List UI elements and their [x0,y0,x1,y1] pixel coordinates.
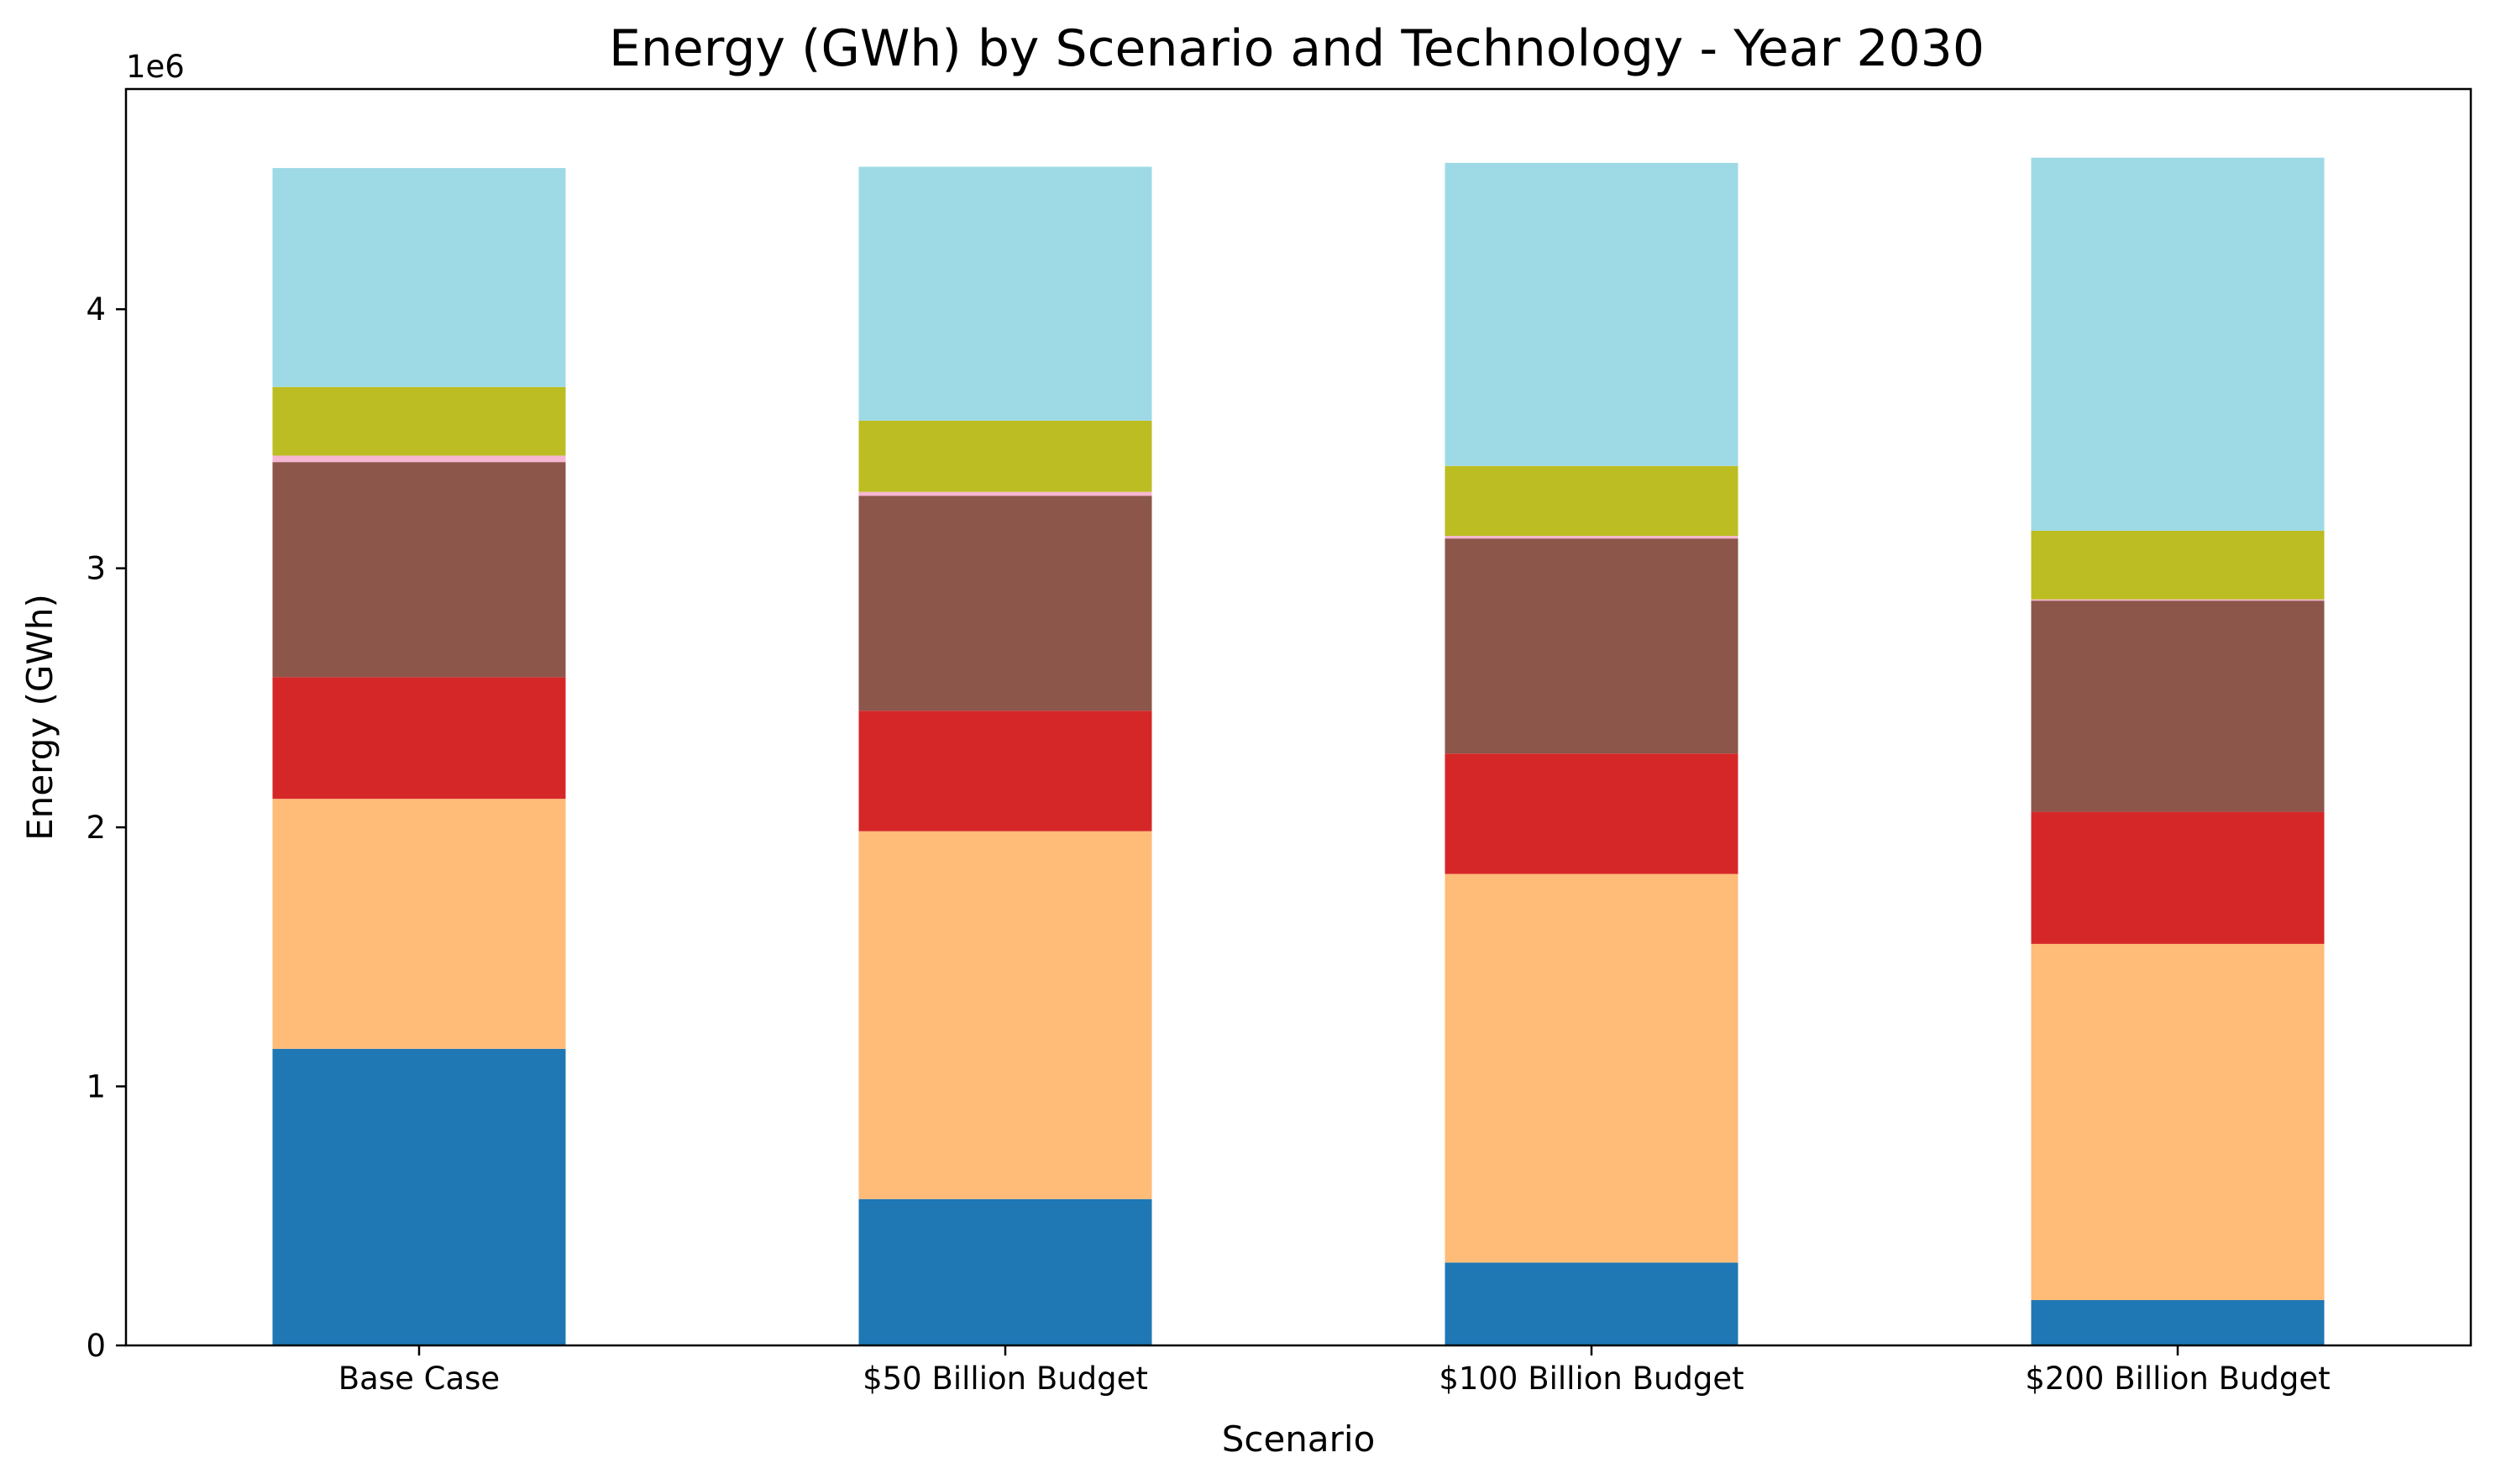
y-tick-label: 4 [86,291,106,328]
bar-segment-4-4 [2031,600,2325,812]
bar-segment-1-4 [272,462,566,678]
bar-segment-1-2 [272,799,566,1049]
chart-title: Energy (GWh) by Scenario and Technology … [609,19,1985,78]
y-axis-label: Energy (GWh) [19,594,60,841]
bar-segment-1-5 [272,455,566,463]
x-tick-label: $200 Billion Budget [2025,1361,2330,1397]
bar-segment-4-6 [2031,530,2325,600]
y-tick-label: 2 [86,810,106,846]
bar-segment-2-6 [858,420,1152,492]
bar-segment-4-7 [2031,157,2325,531]
bar-segment-1-7 [272,168,566,387]
bar-segment-1-3 [272,677,566,800]
bars-layer [272,157,2325,1345]
bar-segment-3-1 [1445,1262,1738,1345]
bar-segment-4-1 [2031,1300,2325,1345]
bar-segment-4-2 [2031,943,2325,1301]
x-tick-label: $100 Billion Budget [1439,1361,1744,1397]
bar-segment-3-4 [1445,538,1738,754]
y-tick-label: 3 [86,551,106,587]
bar-segment-3-3 [1445,753,1738,874]
bar-segment-3-2 [1445,873,1738,1263]
plot-frame [124,87,2472,1347]
bar-segment-2-3 [858,711,1152,831]
bar-segment-1-6 [272,386,566,456]
bar-segment-3-5 [1445,536,1738,539]
x-tick-label: Base Case [338,1361,500,1397]
x-axis-label: Scenario [1222,1418,1376,1460]
bar-segment-1-1 [272,1048,566,1345]
ticks-layer: Base Case $50 Billion Budget $100 Billion … [86,291,2330,1397]
bar-segment-2-1 [858,1198,1152,1345]
bar-segment-2-2 [858,831,1152,1199]
bar-segment-2-4 [858,496,1152,711]
bar-segment-4-3 [2031,811,2325,944]
y-tick-label: 1 [86,1069,106,1105]
y-axis-offset-label: 1e6 [126,49,185,85]
bar-segment-3-6 [1445,465,1738,537]
bar-segment-4-5 [2031,599,2325,601]
bar-segment-2-7 [858,166,1152,421]
y-tick-label: 0 [86,1328,106,1364]
x-tick-label: $50 Billion Budget [863,1361,1148,1397]
bar-segment-2-5 [858,491,1152,496]
bar-segment-3-7 [1445,162,1738,466]
